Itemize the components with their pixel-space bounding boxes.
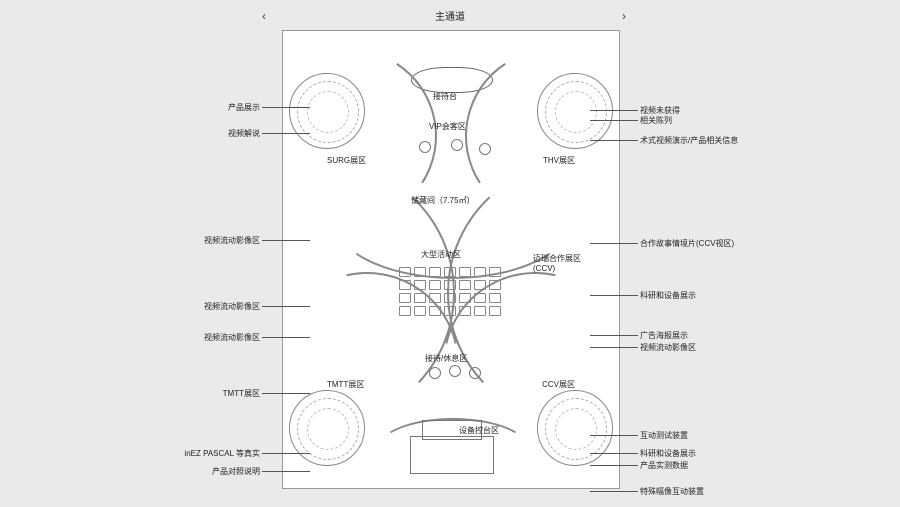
leader-line xyxy=(590,335,638,336)
callout-right: 广告海报展示 xyxy=(640,330,688,341)
leader-line xyxy=(590,465,638,466)
leader-line xyxy=(262,306,310,307)
zone-reception: 接待台 xyxy=(433,91,457,102)
callout-right: 术式视频演示/产品相关信息 xyxy=(640,135,738,146)
zone-vip: VIP会客区 xyxy=(429,121,466,132)
callout-left: 视频流动影像区 xyxy=(204,235,260,246)
zone-tmtt: TMTT展区 xyxy=(327,379,364,390)
leader-line xyxy=(262,107,310,108)
leader-line xyxy=(590,295,638,296)
lower-pod xyxy=(410,436,494,474)
zone-partner: 迈瑞合作展区 (CCV) xyxy=(533,253,581,273)
person-icon xyxy=(451,139,463,151)
callout-right: 视频流动影像区 xyxy=(640,342,696,353)
leader-line xyxy=(262,240,310,241)
zone-storage: 储藏间（7.75㎡） xyxy=(411,195,475,206)
leader-line xyxy=(262,133,310,134)
person-icon xyxy=(429,367,441,379)
callout-right: 特殊幅像互动装置 xyxy=(640,486,704,497)
leader-line xyxy=(590,110,638,111)
leader-line xyxy=(590,435,638,436)
zone-service: 接待/休息区 xyxy=(425,353,467,364)
callout-left: 视频流动影像区 xyxy=(204,332,260,343)
callout-left: 产品对照说明 xyxy=(212,466,260,477)
arrow-right-icon: › xyxy=(622,9,626,23)
leader-line xyxy=(590,347,638,348)
person-icon xyxy=(469,367,481,379)
leader-line xyxy=(262,393,310,394)
leader-line xyxy=(590,140,638,141)
callout-left: TMTT展区 xyxy=(223,388,260,399)
leader-line xyxy=(590,120,638,121)
callout-right: 产品实测数据 xyxy=(640,460,688,471)
leader-line xyxy=(590,453,638,454)
zone-console: 设备控台区 xyxy=(459,425,499,436)
leader-line xyxy=(262,471,310,472)
leader-line xyxy=(590,243,638,244)
arrow-left-icon: ‹ xyxy=(262,9,266,23)
callout-right: 互动测试装置 xyxy=(640,430,688,441)
zone-activity: 大型活动区 xyxy=(421,249,461,260)
leader-line xyxy=(262,337,310,338)
person-icon xyxy=(479,143,491,155)
leader-line xyxy=(590,491,638,492)
callout-left: 视频解说 xyxy=(228,128,260,139)
callout-right: 科研和设备展示 xyxy=(640,448,696,459)
callout-left: 产品展示 xyxy=(228,102,260,113)
corridor-label: 主通道 xyxy=(282,8,618,23)
person-icon xyxy=(449,365,461,377)
floorplan: 接待台 VIP会客区 SURG展区 THV展区 储藏间（7.75㎡） 大型活动区… xyxy=(282,30,620,489)
callout-right: 合作故事情境片(CCV视区) xyxy=(640,238,734,249)
person-icon xyxy=(419,141,431,153)
callout-left: 视频流动影像区 xyxy=(204,301,260,312)
callout-right: 科研和设备展示 xyxy=(640,290,696,301)
callout-left: inEZ PASCAL 等真实 xyxy=(184,448,260,459)
zone-surg: SURG展区 xyxy=(327,155,366,166)
zone-ccv: CCV展区 xyxy=(542,379,575,390)
callout-right: 相关陈列 xyxy=(640,115,672,126)
zone-thv: THV展区 xyxy=(543,155,575,166)
leader-line xyxy=(262,453,310,454)
seating-grid xyxy=(399,267,501,316)
